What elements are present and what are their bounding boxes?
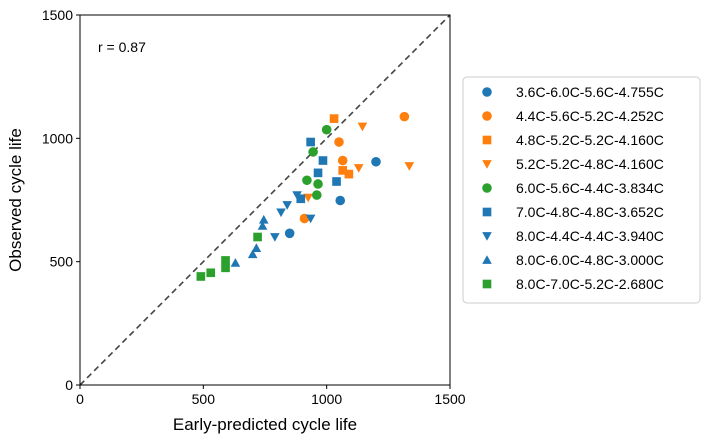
legend-label: 8.0C-4.4C-4.4C-3.940C (516, 228, 664, 244)
axes-frame (79, 14, 451, 386)
x-tick-label: 1500 (434, 391, 465, 407)
data-point (296, 194, 306, 204)
legend-marker (482, 232, 492, 241)
data-point (321, 124, 332, 135)
legend-marker (482, 160, 492, 169)
data-point (318, 156, 328, 165)
series-4 (303, 122, 415, 203)
y-tick-label: 500 (50, 254, 74, 270)
legend-marker (482, 279, 492, 289)
data-point (221, 263, 230, 273)
correlation-annotation: r = 0.87 (98, 39, 146, 55)
x-tick-label: 1000 (311, 391, 342, 407)
data-point (230, 258, 241, 267)
series-8 (230, 214, 269, 267)
x-axis-label: Early-predicted cycle life (173, 415, 357, 434)
legend-entry: 8.0C-6.0C-4.8C-3.000C (482, 252, 664, 268)
legend-marker (482, 255, 492, 264)
legend-entry: 8.0C-7.0C-5.2C-2.680C (482, 276, 664, 292)
data-point (399, 111, 410, 122)
data-point (302, 175, 312, 186)
data-point (253, 232, 262, 242)
data-point (404, 162, 415, 171)
legend-entry: 4.8C-5.2C-5.2C-4.160C (482, 132, 664, 148)
legend-marker (482, 207, 492, 217)
y-tick-label: 1000 (42, 130, 73, 146)
data-point (303, 193, 313, 203)
series-9 (196, 232, 262, 281)
y-axis-label: Observed cycle life (6, 128, 25, 272)
series-7 (270, 191, 316, 242)
legend-label: 6.0C-5.6C-4.4C-3.834C (516, 180, 664, 196)
data-point (284, 228, 295, 239)
data-point (312, 190, 322, 200)
legend-label: 8.0C-6.0C-4.8C-3.000C (516, 252, 664, 268)
legend-marker (482, 111, 492, 121)
legend-label: 8.0C-7.0C-5.2C-2.680C (516, 276, 664, 292)
data-point (292, 191, 302, 200)
series-6 (296, 137, 341, 204)
legend-entry: 8.0C-4.4C-4.4C-3.940C (482, 228, 664, 244)
identity-reference-line (79, 14, 451, 386)
data-point (329, 114, 339, 123)
y-tick-label: 0 (65, 377, 73, 393)
data-point (282, 201, 292, 210)
legend-label: 4.8C-5.2C-5.2C-4.160C (516, 132, 664, 148)
series-5 (302, 124, 332, 200)
series-1 (284, 156, 381, 239)
legend: 3.6C-6.0C-5.6C-4.755C 4.4C-5.6C-5.2C-4.25… (462, 76, 701, 304)
data-point (371, 156, 381, 167)
legend-entry: 3.6C-6.0C-5.6C-4.755C (482, 84, 664, 100)
data-point (338, 166, 348, 175)
legend-label: 3.6C-6.0C-5.6C-4.755C (516, 84, 664, 100)
legend-entry: 5.2C-5.2C-4.8C-4.160C (482, 156, 664, 172)
plot-area: 0 500 1000 1500 0 500 1000 1500 Early-predicted … (6, 7, 466, 434)
legend-label: 7.0C-4.8C-4.8C-3.652C (516, 204, 664, 220)
legend-label: 5.2C-5.2C-4.8C-4.160C (516, 156, 664, 172)
data-point (221, 256, 230, 265)
legend-frame (462, 76, 701, 304)
data-point (313, 179, 323, 189)
legend-entry: 7.0C-4.8C-4.8C-3.652C (482, 204, 664, 220)
data-point (306, 137, 315, 147)
data-point (196, 272, 206, 281)
data-point (257, 221, 268, 230)
x-tick-label: 0 (76, 391, 84, 407)
y-tick-label: 1500 (42, 7, 73, 23)
data-point (353, 164, 364, 173)
legend-marker (482, 87, 492, 97)
data-point (332, 177, 341, 186)
data-point (357, 122, 368, 132)
data-point (258, 214, 269, 224)
legend-entry: 6.0C-5.6C-4.4C-3.834C (482, 180, 664, 196)
series-2 (299, 111, 410, 224)
data-point (344, 169, 354, 179)
legend-label: 4.4C-5.6C-5.2C-4.252C (516, 108, 664, 124)
data-point (335, 195, 346, 206)
data-point (251, 243, 262, 252)
data-point (313, 168, 323, 178)
data-point (206, 268, 216, 278)
data-point (270, 233, 280, 242)
data-point (305, 214, 316, 224)
data-point (276, 208, 286, 218)
data-point (337, 155, 348, 166)
x-tick-label: 500 (192, 391, 216, 407)
legend-marker (482, 135, 492, 145)
data-point (308, 147, 318, 157)
data-point (334, 137, 344, 147)
series-3 (329, 114, 354, 179)
data-point (247, 249, 258, 259)
legend-marker (482, 183, 492, 193)
legend-entry: 4.4C-5.6C-5.2C-4.252C (482, 108, 664, 124)
